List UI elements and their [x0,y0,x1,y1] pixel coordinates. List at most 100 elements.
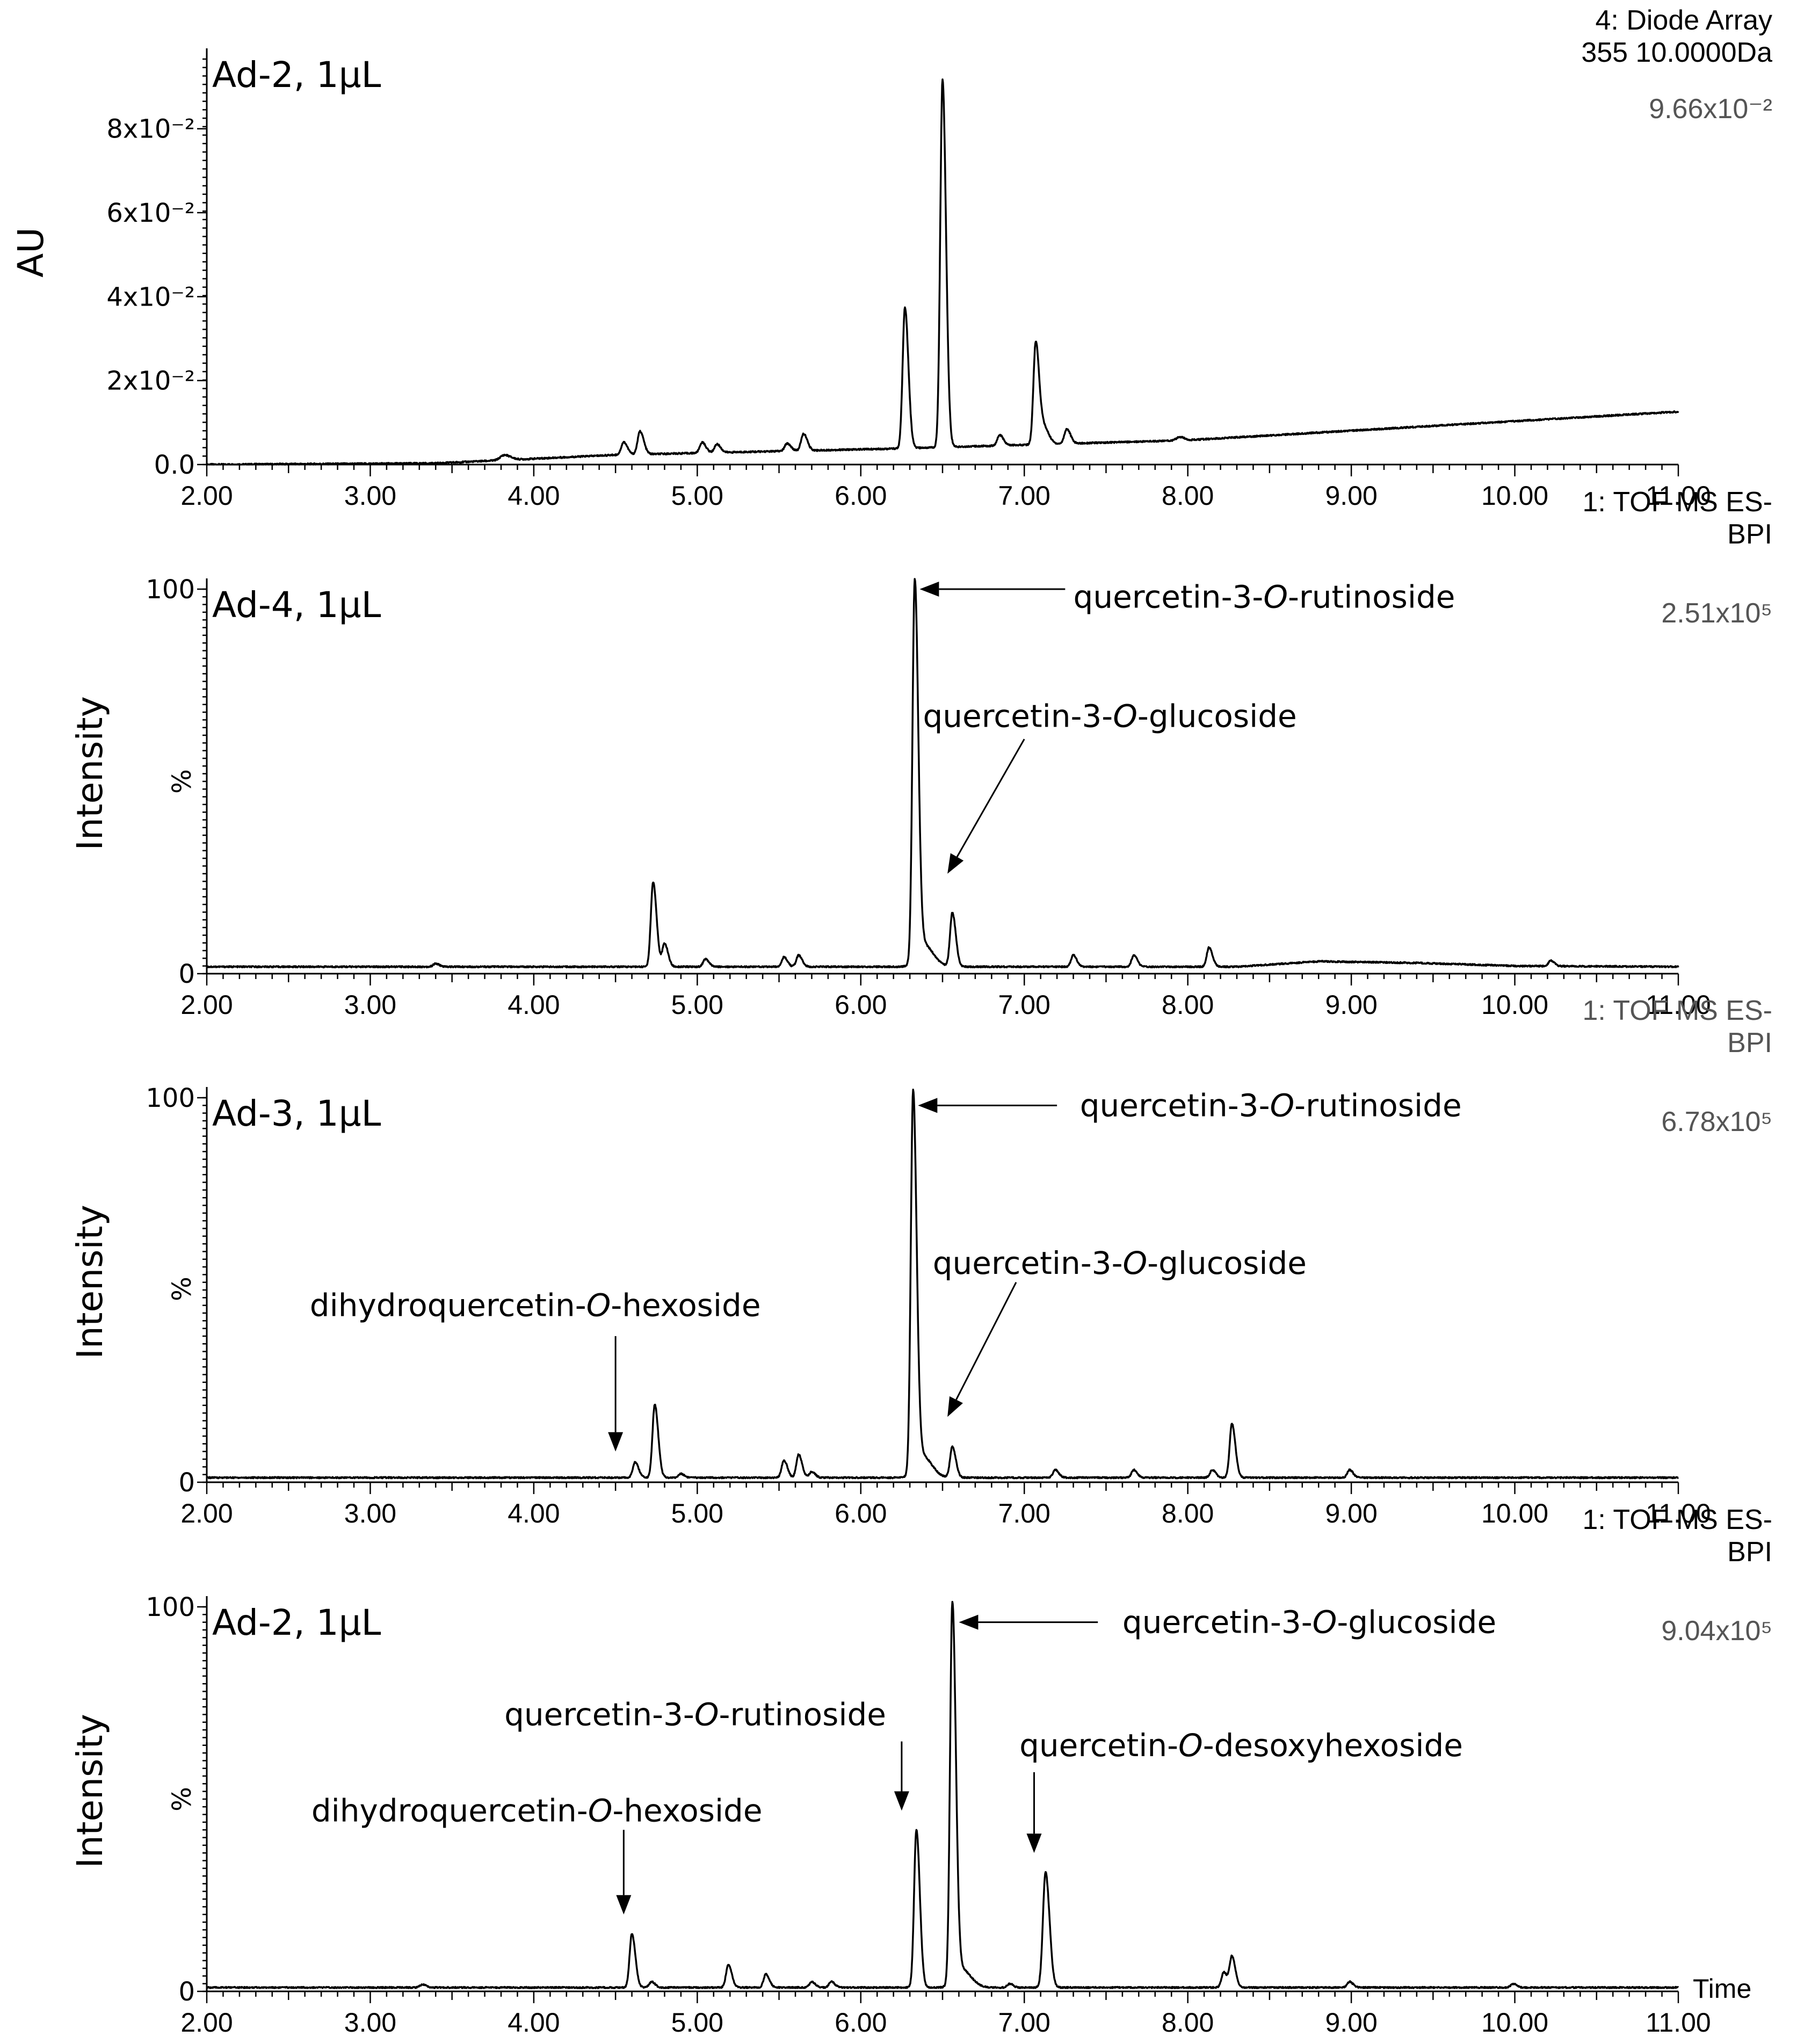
peak-annotation: quercetin-3-O-rutinoside [918,1087,1462,1124]
annotation-label: quercetin-3-O-rutinoside [1080,1087,1462,1124]
annotation-label: quercetin-O-desoxyhexoside [1019,1727,1463,1764]
annotation-label: dihydroquercetin-O-hexoside [311,1792,763,1829]
x-tick-label: 6.00 [835,990,887,1020]
y-tick-label: 0 [178,1468,195,1498]
y-unit-label: % [167,1277,197,1301]
annotation-arrowhead [947,853,964,874]
peak-annotation: quercetin-O-desoxyhexoside [1019,1727,1463,1853]
x-tick-label: 7.00 [998,481,1050,511]
peak-annotation: quercetin-3-O-glucoside [959,1604,1496,1641]
x-tick-label: 11.00 [1646,990,1711,1020]
x-tick-label: 7.00 [998,1498,1050,1528]
chart-panel-4: 2.00 3.00 4.00 5.00 6.00 7.00 8.00 9.00 10.00 11.… [69,1504,1772,2038]
instrument-info: BPI [1727,519,1772,550]
chart-panel-2: 2.00 3.00 4.00 5.00 6.00 7.00 8.00 9.00 10.00 11.… [69,487,1772,1020]
chart-panel-3: 2.00 3.00 4.00 5.00 6.00 7.00 8.00 9.00 10.00 11.… [69,995,1772,1528]
y-tick-label: 8x10⁻² [106,114,195,144]
x-tick-label: 3.00 [344,2007,396,2038]
x-tick-label: 2.00 [180,2007,233,2038]
annotation-label: quercetin-3-O-glucoside [1122,1604,1496,1641]
peak-annotation: quercetin-3-O-glucoside [933,1245,1307,1417]
x-tick-label: 4.00 [508,990,560,1020]
x-tick-label: 6.00 [835,2007,887,2038]
x-tick-label: 6.00 [835,481,887,511]
x-tick-label: 8.00 [1162,481,1214,511]
y-axis-label: AU [10,227,52,277]
y-axis-label: Intensity [69,696,111,850]
instrument-info: 1: TOF MS ES- [1583,1504,1773,1535]
y-tick-label: 6x10⁻² [106,198,195,228]
x-tick-label: 10.00 [1481,481,1548,511]
x-tick-label: 4.00 [508,481,560,511]
x-tick-label: 11.00 [1646,481,1711,511]
x-tick-label: 10.00 [1481,2007,1548,2038]
x-tick-label: 3.00 [344,1498,396,1528]
y-tick-label: 0 [178,959,195,989]
x-tick-label: 4.00 [508,1498,560,1528]
x-tick-label: 4.00 [508,2007,560,2038]
annotation-label: quercetin-3-O-glucoside [923,698,1296,734]
y-axis-label: Intensity [69,1714,111,1868]
x-tick-label: 9.00 [1325,2007,1377,2038]
annotation-arrowhead [919,582,939,597]
x-tick-label: 11.00 [1646,1498,1711,1528]
instrument-info: BPI [1727,1027,1772,1059]
chart-panel-1: 2.00 3.00 4.00 5.00 6.00 7.00 8.00 9.00 10.00 11.… [10,5,1772,511]
y-tick-label: 100 [146,1083,195,1113]
y-unit-label: % [167,1787,197,1811]
annotation-arrowhead [894,1791,909,1811]
annotation-label: quercetin-3-O-rutinoside [1074,578,1455,615]
x-tick-label: 2.00 [180,990,233,1020]
y-tick-label: 100 [146,575,195,605]
panel-title: Ad-2, 1μL [212,54,381,96]
x-tick-label: 8.00 [1162,2007,1214,2038]
annotation-label: quercetin-3-O-glucoside [933,1245,1307,1281]
annotation-label: dihydroquercetin-O-hexoside [310,1287,761,1324]
x-tick-label: 3.00 [344,990,396,1020]
chromatogram-trace [206,78,1679,466]
chromatogram-trace [206,1600,1679,1989]
peak-annotation: dihydroquercetin-O-hexoside [311,1792,763,1915]
panel-title: Ad-2, 1μL [212,1602,381,1643]
x-tick-label: 10.00 [1481,1498,1548,1528]
y-tick-label: 0.0 [154,450,195,480]
annotation-label: quercetin-3-O-rutinoside [504,1696,886,1733]
y-tick-label: 4x10⁻² [106,282,195,312]
instrument-info: 4: Diode Array [1596,5,1773,36]
instrument-info: 1: TOF MS ES- [1583,995,1773,1026]
annotation-arrowhead [616,1895,632,1915]
x-axis-label: Time [1693,1974,1751,2004]
x-tick-label: 11.00 [1646,2007,1711,2038]
annotation-arrow-line [955,1281,1017,1400]
x-tick-label: 8.00 [1162,1498,1214,1528]
y-axis-label: Intensity [69,1205,111,1359]
instrument-info: 355 10.0000Da [1581,37,1772,68]
scale-value: 2.51x10⁵ [1661,598,1772,629]
x-tick-label: 5.00 [671,990,723,1020]
annotation-arrowhead [1026,1833,1042,1853]
peak-annotation: quercetin-3-O-rutinoside [919,578,1455,615]
x-tick-label: 9.00 [1325,1498,1377,1528]
x-tick-label: 2.00 [180,1498,233,1528]
annotation-arrowhead [959,1614,979,1630]
instrument-info: BPI [1727,1536,1772,1568]
x-tick-label: 7.00 [998,2007,1050,2038]
peak-annotation: quercetin-3-O-glucoside [923,698,1297,874]
annotation-arrowhead [918,1098,938,1113]
x-tick-label: 8.00 [1162,990,1214,1020]
x-tick-label: 3.00 [344,481,396,511]
panel-title: Ad-4, 1μL [212,584,381,626]
x-tick-label: 5.00 [671,481,723,511]
y-tick-label: 0 [178,1977,195,2007]
x-tick-label: 2.00 [180,481,233,511]
y-tick-label: 2x10⁻² [106,366,195,396]
chromatogram-trace [206,1089,1679,1480]
chromatogram-trace [206,578,1679,969]
scale-value: 6.78x10⁵ [1661,1106,1772,1137]
x-tick-label: 7.00 [998,990,1050,1020]
x-tick-label: 5.00 [671,2007,723,2038]
scale-value: 9.66x10⁻² [1649,93,1772,125]
annotation-arrow-line [956,738,1025,858]
peak-annotation: quercetin-3-O-rutinoside [504,1696,909,1811]
